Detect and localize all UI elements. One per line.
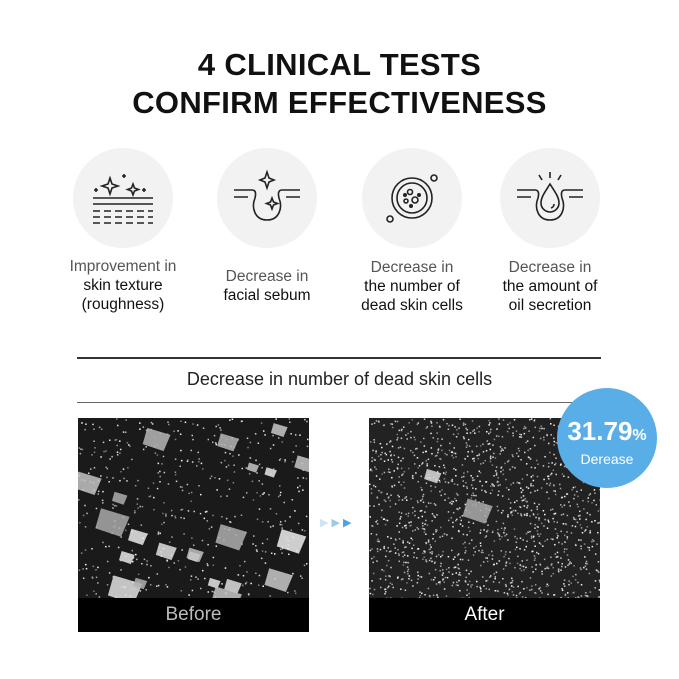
arrow-icon: ▶▶▶ <box>320 517 355 529</box>
test-caption-3: Decrease in the number of dead skin cells <box>361 259 463 314</box>
before-image: Before <box>78 418 309 632</box>
test-caption-4: Decrease in the amount of oil secretion <box>502 259 598 314</box>
test-caption-2: Decrease in facial sebum <box>223 268 311 304</box>
before-label: Before <box>78 598 309 632</box>
dead-skin-cells-icon <box>362 148 462 248</box>
skin-texture-icon <box>73 148 173 248</box>
decrease-badge: 31.79% Derease <box>557 388 657 488</box>
page-title-line1: 4 CLINICAL TESTS <box>197 47 482 82</box>
after-label: After <box>369 598 600 632</box>
page-title-line2: CONFIRM EFFECTIVENESS <box>132 85 547 120</box>
badge-value: 31.79 <box>567 416 633 446</box>
test-caption-1: Improvement in skin texture (roughness) <box>69 258 177 313</box>
badge-text: Derease <box>580 451 634 467</box>
comparison-heading: Decrease in number of dead skin cells <box>186 369 493 389</box>
divider-bottom <box>77 402 601 403</box>
sebum-pore-icon <box>217 148 317 248</box>
divider-top <box>77 357 601 359</box>
oil-drop-icon <box>500 148 600 248</box>
badge-unit: % <box>632 427 647 444</box>
